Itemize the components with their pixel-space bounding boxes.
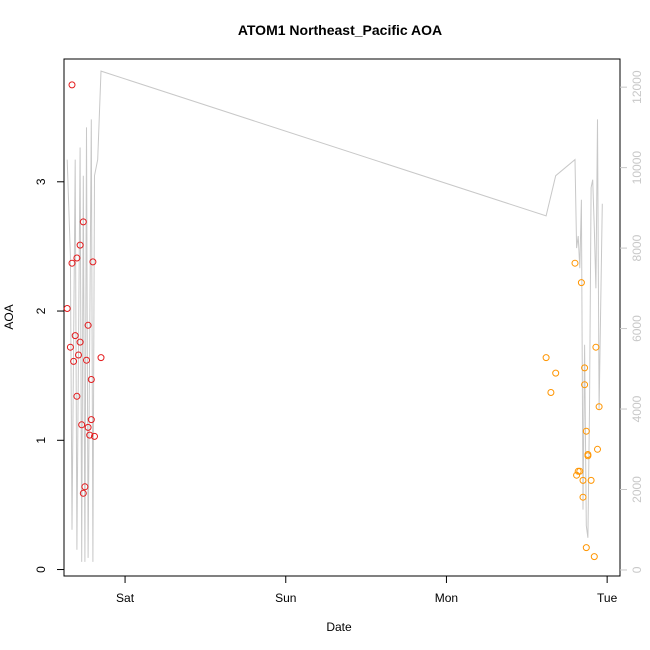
data-point	[79, 489, 87, 497]
data-point	[571, 259, 579, 267]
y-right-tick-label: 6000	[630, 315, 644, 342]
data-point	[91, 432, 98, 440]
series-layer	[63, 70, 603, 562]
y-left-tick-label: 3	[34, 178, 48, 185]
y-left-tick-label: 0	[34, 566, 48, 573]
y-right-tick-label: 0	[630, 566, 644, 573]
data-point	[81, 483, 89, 491]
y-axis-right: 0 2000 4000 6000 8000 10000 12000	[620, 70, 644, 573]
data-point	[78, 421, 86, 429]
data-point	[579, 493, 587, 501]
data-point	[582, 427, 590, 435]
data-point	[579, 476, 587, 484]
y-left-tick-label: 2	[34, 307, 48, 314]
data-point	[581, 381, 589, 389]
y-right-tick-label: 2000	[630, 476, 644, 503]
y-axis-left: 0 1 2 3	[34, 178, 64, 573]
data-point	[595, 403, 603, 411]
chart-title: ATOM1 Northeast_Pacific AOA	[238, 22, 442, 38]
y-right-tick-label: 8000	[630, 234, 644, 261]
data-point	[68, 259, 76, 267]
data-point	[68, 81, 76, 89]
data-point	[70, 357, 78, 365]
data-point	[552, 369, 560, 377]
data-point	[581, 364, 589, 372]
y-right-tick-label: 12000	[630, 70, 644, 104]
data-point	[594, 445, 601, 453]
data-point	[87, 376, 95, 383]
series-line	[66, 70, 603, 562]
plot-frame	[63, 58, 621, 577]
data-point	[76, 338, 84, 346]
y-left-tick-label: 1	[34, 437, 48, 444]
data-point	[89, 258, 97, 266]
data-point	[97, 354, 105, 362]
data-point	[547, 389, 555, 396]
data-point	[573, 471, 581, 479]
y-axis-label: AOA	[2, 304, 16, 329]
data-point	[83, 356, 90, 364]
data-point	[86, 431, 94, 439]
data-point	[73, 392, 81, 400]
x-tick-label: Sun	[275, 591, 296, 605]
data-point	[577, 279, 585, 287]
data-point	[592, 343, 600, 351]
data-point	[542, 354, 550, 362]
data-point	[590, 553, 598, 561]
data-point	[584, 452, 592, 460]
data-point	[73, 254, 81, 262]
data-point	[76, 241, 84, 249]
x-axis: Sat Sun Mon Tue	[116, 576, 618, 605]
data-point	[71, 332, 79, 340]
data-point	[84, 321, 92, 329]
y-right-tick-label: 10000	[630, 151, 644, 185]
data-point	[75, 351, 82, 359]
data-point	[587, 476, 595, 484]
data-point	[84, 423, 92, 431]
data-point	[79, 218, 87, 226]
y-right-tick-label: 4000	[630, 395, 644, 422]
x-tick-label: Sat	[116, 591, 135, 605]
data-point	[66, 343, 74, 351]
x-tick-label: Mon	[435, 591, 458, 605]
data-point	[63, 305, 71, 312]
data-point	[582, 544, 590, 552]
data-point	[87, 416, 95, 424]
data-point	[576, 467, 584, 475]
x-tick-label: Tue	[597, 591, 618, 605]
x-axis-label: Date	[326, 620, 352, 634]
